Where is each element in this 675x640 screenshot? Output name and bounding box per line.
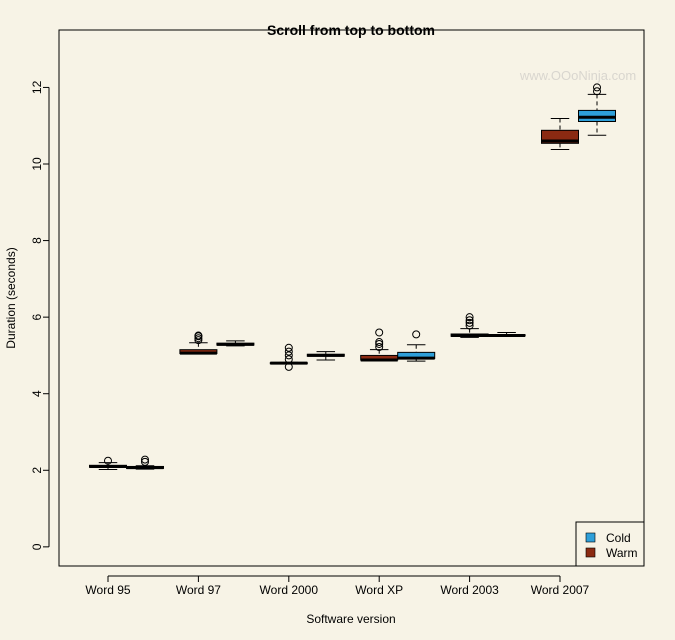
watermark: www.OOoNinja.com (519, 68, 636, 83)
y-tick-label: 10 (30, 157, 44, 171)
outlier-point (284, 347, 293, 356)
y-axis: 0 2 4 6 8 10 12 (30, 80, 50, 550)
x-axis: Word 95 Word 97 Word 2000 Word XP Word 2003 W… (85, 575, 590, 597)
outlier-point (465, 316, 474, 325)
outlier-point (284, 362, 293, 371)
box-cold (487, 331, 526, 338)
y-tick-label: 8 (30, 237, 44, 244)
x-axis-label: Software version (306, 612, 395, 626)
box-cold (306, 351, 345, 361)
x-tick-label: Word 2003 (440, 583, 499, 597)
boxes (89, 83, 616, 471)
y-axis-label: Duration (seconds) (4, 247, 18, 348)
x-tick-label: Word 2007 (531, 583, 590, 597)
outlier-point (104, 456, 112, 465)
box-cold (397, 330, 436, 362)
legend-swatch-cold (585, 532, 596, 543)
outlier-point (194, 331, 203, 340)
y-tick-label: 4 (30, 390, 44, 397)
x-tick-label: Word XP (355, 583, 403, 597)
box-warm (450, 313, 489, 338)
outlier-point (375, 328, 384, 337)
outlier-point (375, 343, 384, 352)
y-tick-label: 0 (30, 543, 44, 550)
x-tick-label: Word 95 (85, 583, 130, 597)
outlier-point (593, 87, 601, 96)
y-tick-label: 2 (30, 467, 44, 474)
x-tick-label: Word 2000 (260, 583, 319, 597)
outlier-point (141, 457, 149, 466)
outlier-point (284, 355, 293, 364)
box-cold (216, 340, 255, 347)
outlier-point (284, 351, 293, 360)
outlier-point (412, 330, 421, 339)
outlier-point (465, 321, 474, 330)
legend-swatch-warm (585, 547, 596, 558)
outlier-point (284, 343, 293, 352)
outlier-point (465, 313, 474, 322)
outlier-point (465, 318, 474, 327)
y-tick-label: 6 (30, 313, 44, 320)
legend: Cold Warm (575, 521, 645, 567)
legend-label-warm: Warm (606, 546, 638, 560)
box-warm (541, 117, 579, 150)
legend-label-cold: Cold (606, 531, 631, 545)
box-warm (179, 331, 218, 355)
box-cold (578, 83, 616, 136)
x-tick-label: Word 97 (176, 583, 221, 597)
outlier-point (593, 83, 601, 92)
box-warm (269, 343, 308, 371)
outlier-point (375, 338, 384, 347)
plot-frame (58, 29, 645, 567)
box-cold (126, 455, 164, 470)
box-warm (360, 328, 399, 362)
y-tick-label: 12 (30, 80, 44, 94)
outlier-point (141, 455, 149, 464)
